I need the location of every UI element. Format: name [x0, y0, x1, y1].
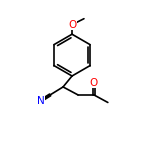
Text: O: O [68, 20, 76, 30]
Text: O: O [90, 78, 98, 88]
Text: N: N [37, 96, 44, 106]
